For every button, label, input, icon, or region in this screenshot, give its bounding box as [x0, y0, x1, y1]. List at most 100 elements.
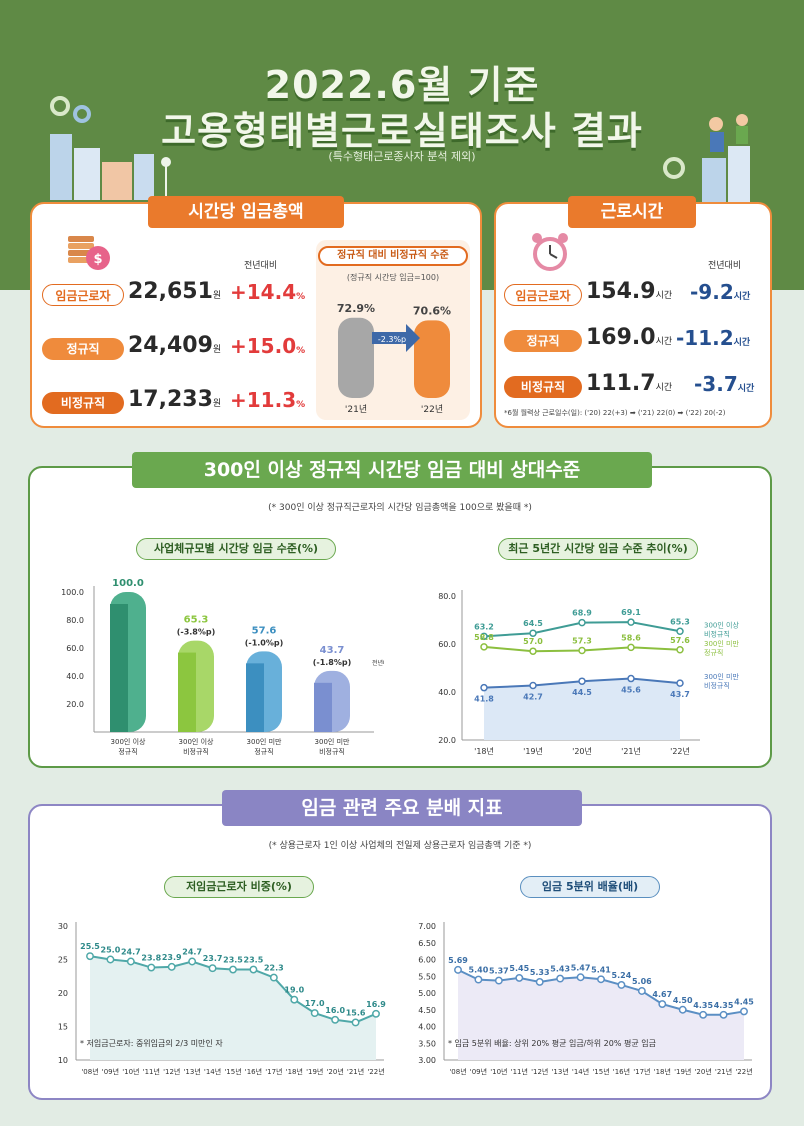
- lowwage-area: [90, 956, 376, 1060]
- ratio-value-label-0: 72.9%: [337, 302, 375, 315]
- lowwage-value-label-5: 24.7: [182, 948, 202, 957]
- hours-row-change-1: -11.2시간: [676, 326, 751, 350]
- page-title-line2: 고용형태별근로실태조사 결과: [161, 109, 643, 153]
- trend-series-name-0-line2: 비정규직: [704, 629, 730, 638]
- lowwage-value-label-14: 16.9: [366, 1000, 386, 1009]
- size-yoy-label: 전년대비: [372, 659, 384, 667]
- lowwage-value-label-8: 23.5: [244, 956, 264, 965]
- quintile-point-11: [678, 1005, 687, 1014]
- hours-row-label-1: 정규직: [504, 330, 582, 352]
- wage-row-change-2: +11.3%: [230, 388, 306, 412]
- wage-row-change-0: +14.4%: [230, 280, 306, 304]
- quintile-value-label-13: 4.35: [714, 1001, 734, 1010]
- city-illustration-icon: [50, 96, 171, 200]
- ratio-diff-label: -2.3%p: [378, 335, 406, 344]
- size-ytick-label: 80.0: [66, 616, 84, 625]
- hours-panel: 전년대비 임금근로자 154.9시간 -9.2시간 정규직 169.0시간 -1…: [494, 202, 772, 428]
- hours-row-change-2: -3.7시간: [694, 372, 755, 396]
- worker-illustration-icon: [663, 114, 750, 202]
- section3-ribbon: 임금 관련 주요 분배 지표: [222, 790, 582, 826]
- quintile-value-label-5: 5.43: [550, 965, 570, 974]
- section2-ribbon: 300인 이상 정규직 시간당 임금 대비 상대수준: [132, 452, 652, 488]
- hours-panel-ribbon: 근로시간: [568, 196, 696, 228]
- trend-point-1-2: [578, 646, 586, 655]
- trend-value-label-2-3: 45.6: [621, 686, 641, 695]
- lowwage-value-label-3: 23.8: [141, 954, 161, 963]
- lowwage-point-8: [249, 965, 258, 974]
- quintile-ytick-label: 6.00: [418, 956, 436, 965]
- quintile-value-label-1: 5.40: [469, 966, 489, 975]
- alarm-clock-icon: [532, 233, 568, 271]
- quintile-ytick-label: 6.50: [418, 939, 436, 948]
- quintile-xtick-label-12: '20년: [695, 1067, 712, 1076]
- quintile-point-4: [535, 977, 544, 986]
- quintile-point-8: [617, 981, 626, 989]
- coins-icon: $: [68, 236, 110, 270]
- lowwage-point-0: [86, 952, 94, 961]
- lowwage-xtick-label-8: '16년: [245, 1067, 262, 1076]
- quintile-point-1: [474, 975, 483, 984]
- size-value-label-0: 100.0: [112, 578, 144, 589]
- lowwage-value-label-12: 16.0: [325, 1006, 345, 1015]
- trend-series-name-1: 300인 미만: [704, 639, 739, 648]
- trend-value-label-2-1: 42.7: [523, 693, 543, 702]
- size-category-label-2: 300인 미만: [247, 737, 282, 746]
- lowwage-value-label-7: 23.5: [223, 956, 243, 965]
- trend-value-label-0-4: 65.3: [670, 617, 690, 626]
- lowwage-point-2: [126, 957, 135, 966]
- quintile-value-label-3: 5.45: [509, 964, 529, 973]
- lowwage-value-label-0: 25.5: [80, 942, 100, 951]
- lowwage-value-label-11: 17.0: [305, 999, 325, 1008]
- lowwage-xtick-label-10: '18년: [286, 1067, 303, 1076]
- quintile-xtick-label-5: '13년: [552, 1067, 569, 1076]
- quintile-value-label-2: 5.37: [489, 967, 509, 976]
- lowwage-value-label-10: 19.0: [284, 986, 304, 995]
- wage-row-label-0: 임금근로자: [42, 284, 124, 306]
- hours-row-value-0: 154.9시간: [586, 279, 673, 304]
- quintile-value-label-10: 4.67: [652, 990, 672, 999]
- lowwage-value-label-4: 23.9: [162, 953, 182, 962]
- hours-row-label-2: 비정규직: [504, 376, 582, 398]
- quintile-chart-title: 임금 5분위 배율(배): [520, 876, 660, 898]
- size-category-label-0: 300인 이상: [111, 737, 146, 746]
- quintile-area: [458, 969, 744, 1060]
- lowwage-xtick-label-0: '08년: [81, 1067, 98, 1076]
- svg-text:$: $: [93, 252, 102, 267]
- size-category-label-1: 300인 이상: [179, 737, 214, 746]
- size-change-label-1: (-3.8%p): [177, 628, 216, 637]
- lowwage-xtick-label-6: '14년: [204, 1067, 221, 1076]
- lowwage-xtick-label-4: '12년: [163, 1067, 180, 1076]
- lowwage-xtick-label-11: '19년: [306, 1067, 323, 1076]
- quintile-xtick-label-8: '16년: [613, 1067, 630, 1076]
- trend-xtick-label-4: '22년: [670, 746, 690, 756]
- quintile-point-10: [658, 1000, 667, 1009]
- lowwage-xtick-label-13: '21년: [347, 1067, 364, 1076]
- trend-value-label-2-2: 44.5: [572, 688, 592, 697]
- lowwage-ytick-label: 10: [58, 1056, 68, 1065]
- size-category-label-1-line2: 비정규직: [183, 747, 209, 756]
- lowwage-point-10: [290, 995, 299, 1004]
- quintile-ytick-label: 4.00: [418, 1023, 436, 1032]
- quintile-point-0: [454, 965, 462, 974]
- ratio-arrow-icon: [372, 324, 420, 352]
- quintile-xtick-label-11: '19년: [674, 1067, 691, 1076]
- quintile-value-label-9: 5.06: [632, 977, 652, 986]
- size-bar-shade-1: [178, 652, 196, 732]
- ratio-value-label-1: 70.6%: [413, 304, 451, 317]
- hours-row-change-0: -9.2시간: [690, 280, 751, 304]
- hours-row-value-1: 169.0시간: [586, 325, 673, 350]
- comparison-box: 정규직 대비 비정규직 수준 (정규직 시간당 임금=100) 72.9% '21…: [316, 240, 470, 420]
- lowwage-point-12: [331, 1015, 340, 1024]
- size-category-label-0-line2: 정규직: [118, 747, 137, 756]
- trend-line-chart: 80.0 60.0 40.0 20.0 '18년 '19년 '20년 '21년 '22년 63.2…: [438, 590, 739, 756]
- quintile-value-label-8: 5.24: [612, 971, 632, 980]
- lowwage-value-label-1: 25.0: [101, 946, 121, 955]
- trend-value-label-2-4: 43.7: [670, 690, 690, 699]
- quintile-ytick-label: 7.00: [418, 922, 436, 931]
- quintile-xtick-label-0: '08년: [449, 1067, 466, 1076]
- quintile-point-2: [494, 976, 503, 985]
- lowwage-xtick-label-7: '15년: [224, 1067, 241, 1076]
- trend-point-1-0: [480, 643, 488, 651]
- wage-row-value-0: 22,651원: [128, 279, 222, 304]
